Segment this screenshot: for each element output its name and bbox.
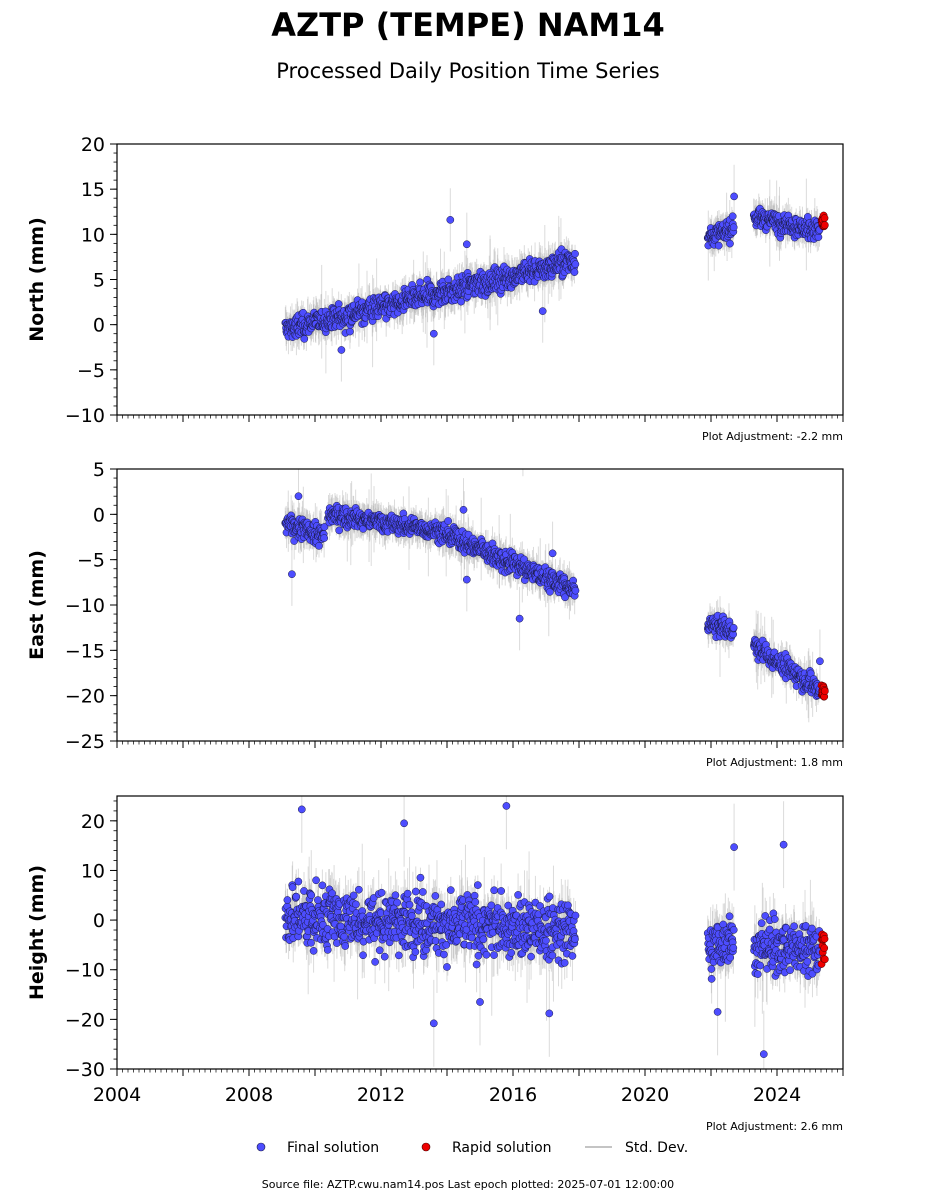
final-solution-point	[570, 268, 579, 276]
y-tick-label: 10	[81, 224, 105, 246]
data-points	[281, 192, 829, 354]
final-solution-point	[429, 329, 438, 338]
y-tick-label: 15	[81, 179, 105, 201]
final-solution-point	[446, 216, 455, 224]
y-tick-label: −5	[77, 360, 105, 382]
final-solution-point	[561, 593, 569, 602]
y-tick-label: −25	[65, 731, 105, 753]
final-solution-point	[729, 623, 738, 632]
final-solution-point	[444, 517, 452, 525]
y-tick-label: 0	[93, 315, 105, 337]
final-solution-point	[729, 223, 738, 232]
final-solution-point	[346, 327, 354, 336]
rapid-solution-point	[820, 214, 829, 222]
final-solution-point	[726, 239, 734, 248]
final-solution-point	[335, 526, 344, 535]
y-tick-label: −10	[65, 405, 105, 427]
panels: −10 −5 0 5 10 15 20 North (mm) Plot Adjustment: …	[26, 134, 844, 1133]
y-tick-label: −20	[65, 686, 105, 708]
figure-subtitle: Processed Daily Position Time Series	[276, 59, 660, 83]
final-solution-point	[515, 614, 524, 623]
final-solution-point	[444, 275, 453, 284]
final-solution-point	[416, 278, 424, 287]
plot-adjustment-note: Plot Adjustment: -2.2 mm	[702, 430, 843, 443]
y-tick-label: −5	[77, 550, 105, 572]
y-tick-label: 0	[93, 504, 105, 526]
final-solution-point	[457, 297, 465, 306]
final-solution-point	[459, 505, 468, 514]
final-solution-point	[728, 212, 737, 221]
final-solution-point	[462, 575, 471, 584]
final-solution-point	[571, 249, 579, 258]
final-solution-point	[320, 523, 329, 531]
final-solution-point	[548, 549, 557, 558]
final-solution-point	[571, 260, 580, 269]
final-solution-point	[714, 241, 723, 250]
final-solution-point	[300, 335, 309, 343]
figure-title: AZTP (TEMPE) NAM14	[271, 6, 665, 44]
final-solution-point	[320, 534, 329, 542]
final-solution-point	[294, 492, 303, 501]
y-tick-label: 5	[93, 270, 105, 292]
rapid-solution-point	[821, 221, 829, 229]
y-tick-label: −10	[65, 595, 105, 617]
data-points	[281, 441, 829, 701]
y-axis-label: North (mm)	[26, 217, 48, 342]
plot-frame	[116, 468, 844, 742]
y-tick-label: −15	[65, 640, 105, 662]
final-solution-point	[816, 657, 824, 666]
final-solution-point	[519, 441, 526, 448]
final-solution-point	[546, 587, 554, 596]
final-solution-point	[315, 542, 323, 550]
final-solution-point	[288, 570, 296, 579]
stddev-bars	[284, 469, 821, 723]
panel-2: −25 −20 −15 −10 −5 0 5 East (mm) Plot Adjustment…	[26, 441, 844, 769]
final-solution-point	[337, 346, 346, 354]
y-tick-label: 20	[81, 134, 105, 156]
final-solution-point	[571, 586, 580, 595]
final-solution-point	[538, 307, 547, 315]
final-solution-point	[462, 240, 471, 249]
panel-1: −10 −5 0 5 10 15 20 North (mm) Plot Adjustment: …	[26, 134, 844, 443]
rapid-solution-point	[821, 687, 829, 695]
y-axis-label: East (mm)	[26, 550, 48, 660]
y-tick-label: 5	[93, 459, 105, 481]
final-solution-point	[730, 192, 738, 201]
plot-adjustment-note: Plot Adjustment: 1.8 mm	[706, 756, 843, 769]
